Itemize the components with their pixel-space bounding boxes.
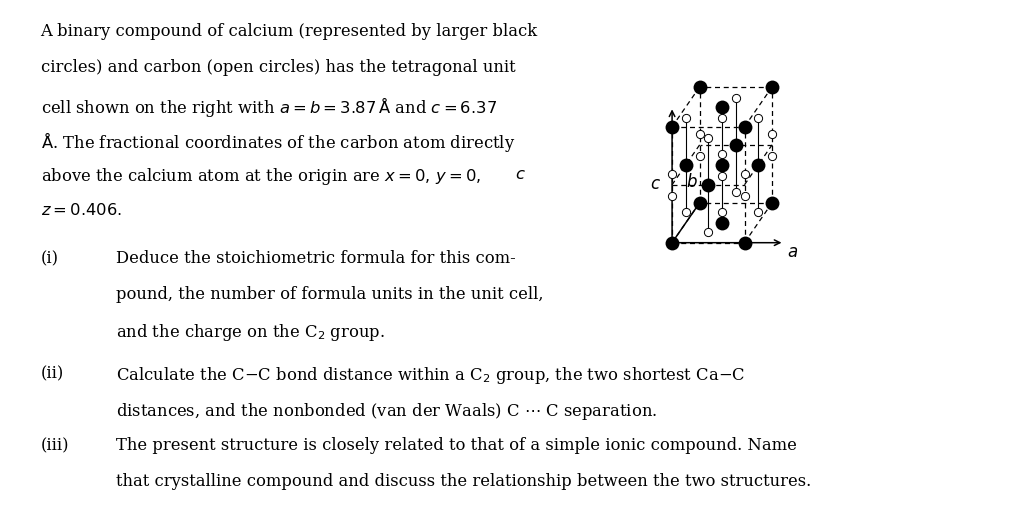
Point (727, 141, 744, 149)
Point (664, 123, 680, 131)
Point (664, 239, 680, 247)
Point (664, 192, 680, 200)
Point (678, 208, 694, 216)
Point (727, 188, 744, 196)
Point (764, 130, 780, 138)
Point (714, 219, 730, 227)
Point (714, 172, 730, 180)
Point (692, 199, 708, 207)
Point (700, 181, 716, 189)
Point (692, 152, 708, 160)
Text: $c$: $c$ (650, 176, 661, 193)
Point (664, 170, 680, 178)
Text: above the calcium atom at the origin are $x = 0,\, y = 0,$: above the calcium atom at the origin are… (41, 166, 481, 187)
Point (751, 161, 767, 169)
Text: and the charge on the C$_2$ group.: and the charge on the C$_2$ group. (116, 322, 385, 343)
Text: $c$: $c$ (515, 166, 526, 183)
Text: (ii): (ii) (41, 365, 64, 382)
Point (727, 94, 744, 102)
Point (700, 228, 716, 236)
Point (714, 161, 730, 169)
Point (714, 103, 730, 111)
Point (714, 113, 730, 122)
Text: cell shown on the right with $a = b = 3.87\,\mathrm{\AA}$ and $c = 6.37$: cell shown on the right with $a = b = 3.… (41, 95, 496, 119)
Text: The present structure is closely related to that of a simple ionic compound. Nam: The present structure is closely related… (116, 437, 797, 454)
Point (692, 83, 708, 91)
Text: circles) and carbon (open circles) has the tetragonal unit: circles) and carbon (open circles) has t… (41, 59, 516, 76)
Text: (i): (i) (41, 250, 59, 267)
Text: Deduce the stoichiometric formula for this com-: Deduce the stoichiometric formula for th… (116, 250, 517, 267)
Text: distances, and the nonbonded (van der Waals) C $\cdots$ C separation.: distances, and the nonbonded (van der Wa… (116, 401, 657, 422)
Point (764, 152, 780, 160)
Point (714, 150, 730, 158)
Point (678, 113, 694, 122)
Point (678, 161, 694, 169)
Point (736, 123, 753, 131)
Text: Calculate the C$-$C bond distance within a C$_2$ group, the two shortest Ca$-$C: Calculate the C$-$C bond distance within… (116, 365, 746, 386)
Point (751, 208, 767, 216)
Point (736, 239, 753, 247)
Text: $z = 0.406.$: $z = 0.406.$ (41, 202, 122, 219)
Point (714, 208, 730, 216)
Text: A binary compound of calcium (represented by larger black: A binary compound of calcium (represente… (41, 23, 538, 40)
Text: that crystalline compound and discuss the relationship between the two structure: that crystalline compound and discuss th… (116, 473, 811, 490)
Text: $\mathrm{\AA}$. The fractional coordinates of the carbon atom directly: $\mathrm{\AA}$. The fractional coordinat… (41, 130, 515, 154)
Text: pound, the number of formula units in the unit cell,: pound, the number of formula units in th… (116, 286, 544, 303)
Text: (iii): (iii) (41, 437, 69, 454)
Point (751, 113, 767, 122)
Point (692, 130, 708, 138)
Point (764, 199, 780, 207)
Point (700, 133, 716, 142)
Point (736, 192, 753, 200)
Point (736, 170, 753, 178)
Text: $a$: $a$ (787, 244, 798, 261)
Text: $b$: $b$ (686, 173, 698, 191)
Point (764, 83, 780, 91)
